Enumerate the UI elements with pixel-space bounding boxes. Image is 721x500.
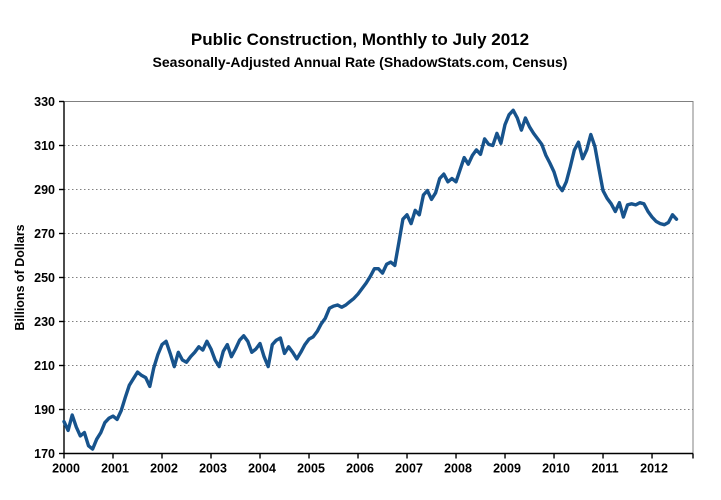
x-tick-label: 2007 xyxy=(395,462,423,476)
y-tick-label: 330 xyxy=(34,95,55,109)
tick-marks xyxy=(59,100,694,459)
x-tick-label: 2010 xyxy=(542,462,570,476)
chart-title: Public Construction, Monthly to July 201… xyxy=(191,30,529,49)
x-tick-label: 2011 xyxy=(591,462,618,476)
x-tick-label: 2004 xyxy=(248,462,276,476)
x-tick-label: 2009 xyxy=(493,462,521,476)
x-tick-label: 2002 xyxy=(150,462,178,476)
y-tick-label: 210 xyxy=(34,359,55,373)
x-tick-label: 2005 xyxy=(297,462,325,476)
x-tick-label: 2012 xyxy=(640,462,668,476)
y-axis-title: Billions of Dollars xyxy=(13,224,27,330)
chart-subtitle: Seasonally-Adjusted Annual Rate (ShadowS… xyxy=(153,54,568,70)
axes xyxy=(63,101,693,455)
plot-frame xyxy=(63,101,694,454)
y-tick-label: 250 xyxy=(34,271,55,285)
y-tick-label: 190 xyxy=(34,403,55,417)
x-tick-label: 2006 xyxy=(346,462,374,476)
x-tick-label: 2008 xyxy=(444,462,472,476)
y-tick-label: 310 xyxy=(34,139,55,153)
x-tick-label: 2001 xyxy=(101,462,129,476)
y-tick-label: 270 xyxy=(34,227,55,241)
x-tick-label: 2000 xyxy=(52,462,80,476)
y-tick-label: 290 xyxy=(34,183,55,197)
x-tick-label: 2003 xyxy=(199,462,227,476)
y-tick-label: 230 xyxy=(34,315,55,329)
y-tick-label: 170 xyxy=(34,447,55,461)
gridlines xyxy=(64,101,693,410)
tick-labels: 170 190 210 230 250 270 290 310 330 2000 2001 2002 2… xyxy=(34,95,668,476)
data-series-line xyxy=(62,108,679,451)
series-public-construction xyxy=(62,108,679,451)
